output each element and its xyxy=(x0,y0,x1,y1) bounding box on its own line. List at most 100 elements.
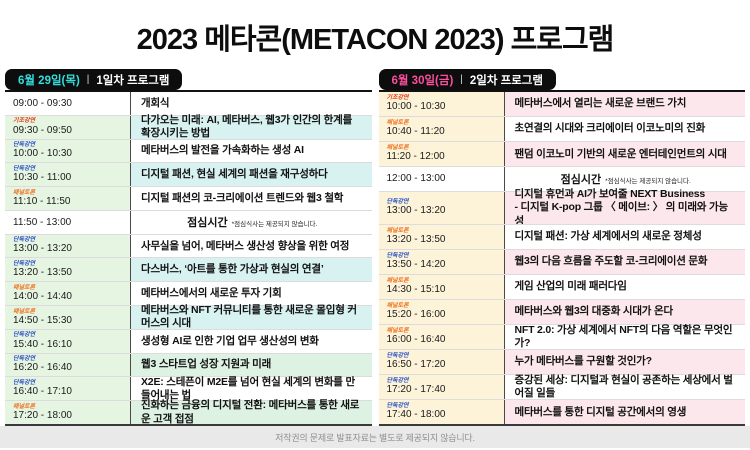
session-time: 14:50 - 15:30 xyxy=(13,314,72,326)
session-title-cell: 다가오는 미래: AI, 메타버스, 웹3가 인간의 한계를 확장시키는 방법 xyxy=(131,114,372,139)
lunch-cell: 점심시간 *점심식사는 제공되지 않습니다. xyxy=(131,210,372,234)
session-time: 11:20 - 12:00 xyxy=(386,151,445,163)
program-columns: 6월 29일(목) | 1일차 프로그램 09:00 - 09:30 개회식 기조강… xyxy=(0,69,750,426)
schedule-row: 패널토론 10:40 - 11:20 초연결의 시대와 크리에이터 이코노미의 진화 xyxy=(378,116,745,142)
session-time-cell: 패널토론 17:20 - 18:00 xyxy=(5,401,131,424)
schedule-row: 패널토론 11:20 - 12:00 팬덤 이코노미 기반의 새로운 엔터테인먼트의… xyxy=(378,141,745,167)
session-title: 메타버스를 통한 디지털 공간에서의 영생 xyxy=(514,405,687,418)
session-title-cell: 다스버스, ‘아트를 통한 가상과 현실의 연결’ xyxy=(131,258,372,282)
session-type-badge: 단독강연 xyxy=(13,260,36,267)
session-time-cell: 단독강연 15:40 - 16:10 xyxy=(5,329,131,353)
session-time: 16:50 - 17:20 xyxy=(386,359,446,371)
session-title-cell: 메타버스와 웹3의 대중화 시대가 온다 xyxy=(504,299,745,324)
lunch-title: 점심시간 xyxy=(187,217,228,230)
session-title: 증강된 세상: 디지털과 현실이 공존하는 세상에서 벌어질 일들 xyxy=(514,373,733,400)
session-time: 13:00 - 13:20 xyxy=(386,205,446,217)
session-time: 13:20 - 13:50 xyxy=(13,267,72,279)
session-time-cell: 패널토론 13:20 - 13:50 xyxy=(378,224,505,249)
session-type-badge: 단독강연 xyxy=(13,237,36,244)
session-type-badge: 단독강연 xyxy=(386,403,409,410)
session-title-cell: 메타버스와 NFT 커뮤니티를 통한 새로운 몰입형 커머스의 시대 xyxy=(131,304,372,329)
session-title-cell: 누가 메타버스를 구원할 것인가? xyxy=(504,350,745,375)
session-title-cell: 디지털 휴먼과 AI가 보여줄 NEXT Business - 디지털 K-po… xyxy=(504,188,745,227)
session-time-cell: 단독강연 17:40 - 18:00 xyxy=(378,400,505,425)
session-title-cell: 메타버스에서 열리는 새로운 브랜드 가치 xyxy=(504,92,745,117)
session-type-badge: 패널토론 xyxy=(386,120,409,127)
session-time: 11:50 - 13:00 xyxy=(13,216,72,228)
session-time: 17:40 - 18:00 xyxy=(386,409,446,421)
session-title: 디지털 패션의 코-크리에이션 트렌드와 웹3 철학 xyxy=(141,191,344,204)
schedule-row: 단독강연 13:50 - 14:20 웹3의 다음 흐름을 주도할 코-크리에이션 … xyxy=(378,248,745,274)
session-time-cell: 단독강연 17:20 - 17:40 xyxy=(378,375,505,400)
schedule-row: 패널토론 16:00 - 16:40 NFT 2.0: 가상 세계에서 NFT의 다… xyxy=(378,324,745,349)
day1-schedule-table: 09:00 - 09:30 개회식 기조강연 09:30 - 09:50 다가오는 미래… xyxy=(5,90,372,426)
session-time: 14:30 - 15:10 xyxy=(386,284,446,296)
lunch-note: *점심식사는 제공되지 않습니다. xyxy=(231,221,318,229)
session-title-cell: 증강된 세상: 디지털과 현실이 공존하는 세상에서 벌어질 일들 xyxy=(504,373,745,400)
session-type-badge: 단독강연 xyxy=(13,332,36,339)
session-time: 16:20 - 16:40 xyxy=(13,362,72,374)
session-time-cell: 패널토론 11:10 - 11:50 xyxy=(5,187,131,210)
session-title-cell: 디지털 패션의 코-크리에이션 트렌드와 웹3 철학 xyxy=(131,187,372,210)
session-time-cell: 패널토론 14:00 - 14:40 xyxy=(5,282,131,306)
schedule-row: 패널토론 14:30 - 15:10 게임 산업의 미래 패러다임 xyxy=(378,273,745,299)
session-title-cell: 디지털 패션, 현실 세계의 패션을 재구성하다 xyxy=(131,163,372,187)
schedule-row: 패널토론 11:10 - 11:50 디지털 패션의 코-크리에이션 트렌드와 웹3… xyxy=(5,186,372,210)
session-type-badge: 단독강연 xyxy=(386,353,409,360)
day2-header-tab: 6월 30일(금) | 2일차 프로그램 xyxy=(378,69,556,90)
page-title: 2023 메타콘(METACON 2023) 프로그램 xyxy=(136,24,615,56)
session-time-cell: 단독강연 13:20 - 13:50 xyxy=(5,258,131,282)
schedule-row: 단독강연 15:40 - 16:10 생성형 AI로 인한 기업 업무 생산성의 변… xyxy=(5,328,372,353)
session-time: 17:20 - 17:40 xyxy=(386,384,446,396)
session-time-cell: 단독강연 13:00 - 13:20 xyxy=(378,192,505,224)
session-type-badge: 패널토론 xyxy=(386,227,409,234)
session-time: 17:20 - 18:00 xyxy=(13,409,72,421)
session-type-badge: 단독강연 xyxy=(13,165,36,172)
session-time-cell: 09:00 - 09:30 xyxy=(5,92,131,115)
session-title-cell: 웹3 스타트업 성장 지원과 미래 xyxy=(131,353,372,377)
session-time-cell: 패널토론 10:40 - 11:20 xyxy=(378,117,505,142)
session-time-cell: 패널토론 14:50 - 15:30 xyxy=(5,306,131,329)
session-type-badge: 패널토론 xyxy=(386,328,409,335)
session-title: 사무실을 넘어, 메타버스 생산성 향상을 위한 여정 xyxy=(141,239,350,252)
session-time-cell: 단독강연 16:20 - 16:40 xyxy=(5,353,131,377)
session-title: 메타버스의 발전을 가속화하는 생성 AI xyxy=(141,144,304,157)
session-title: 메타버스에서 열리는 새로운 브랜드 가치 xyxy=(514,97,687,110)
schedule-row: 09:00 - 09:30 개회식 xyxy=(5,92,372,115)
schedule-row: 11:50 - 13:00 점심시간 *점심식사는 제공되지 않습니다. xyxy=(5,209,372,234)
day1-program-label: 1일차 프로그램 xyxy=(96,74,170,87)
schedule-row: 단독강연 17:40 - 18:00 메타버스를 통한 디지털 공간에서의 영생 xyxy=(378,399,745,425)
session-type-badge: 단독강연 xyxy=(386,199,409,206)
session-time-cell: 패널토론 15:20 - 16:00 xyxy=(378,299,505,324)
schedule-row: 단독강연 13:20 - 13:50 다스버스, ‘아트를 통한 가상과 현실의 연… xyxy=(5,257,372,282)
schedule-row: 기조강연 09:30 - 09:50 다가오는 미래: AI, 메타버스, 웹3가 … xyxy=(5,114,372,139)
session-time-cell: 11:50 - 13:00 xyxy=(5,210,131,234)
tab-separator: | xyxy=(86,74,90,85)
schedule-row: 단독강연 13:00 - 13:20 디지털 휴먼과 AI가 보여줄 NEXT Bu… xyxy=(378,188,745,227)
schedule-row: 패널토론 13:20 - 13:50 디지털 패션: 가상 세계에서의 새로운 정체… xyxy=(378,223,745,249)
day2-program-label: 2일차 프로그램 xyxy=(469,74,543,87)
session-title: 웹3의 다음 흐름을 주도할 코-크리에이션 문화 xyxy=(514,255,708,268)
session-time-cell: 단독강연 10:30 - 11:00 xyxy=(5,163,131,187)
session-time-cell: 단독강연 13:00 - 13:20 xyxy=(5,234,131,258)
session-time: 10:00 - 10:30 xyxy=(386,101,446,113)
schedule-row: 12:00 - 13:00 점심시간 *점심식사는 제공되지 않습니다. xyxy=(378,166,745,192)
session-time: 09:00 - 09:30 xyxy=(13,97,72,109)
session-type-badge: 패널토론 xyxy=(386,145,409,152)
session-title: 게임 산업의 미래 패러다임 xyxy=(514,280,627,293)
session-title: 다스버스, ‘아트를 통한 가상과 현실의 연결’ xyxy=(141,263,324,276)
session-time-cell: 단독강연 13:50 - 14:20 xyxy=(378,249,505,274)
session-title-cell: 팬덤 이코노미 기반의 새로운 엔터테인먼트의 시대 xyxy=(504,142,745,167)
session-title-cell: 생성형 AI로 인한 기업 업무 생산성의 변화 xyxy=(131,329,372,353)
session-type-badge: 패널토론 xyxy=(13,284,36,291)
session-type-badge: 패널토론 xyxy=(13,403,36,410)
session-time: 15:40 - 16:10 xyxy=(13,338,72,350)
session-time-cell: 패널토론 16:00 - 16:40 xyxy=(378,324,505,349)
session-time: 10:40 - 11:20 xyxy=(386,126,445,138)
schedule-row: 패널토론 15:20 - 16:00 메타버스와 웹3의 대중화 시대가 온다 xyxy=(378,298,745,324)
session-type-badge: 기조강연 xyxy=(386,95,409,102)
session-title-cell: 메타버스를 통한 디지털 공간에서의 영생 xyxy=(504,400,745,425)
session-time-cell: 단독강연 16:50 - 17:20 xyxy=(378,350,505,375)
